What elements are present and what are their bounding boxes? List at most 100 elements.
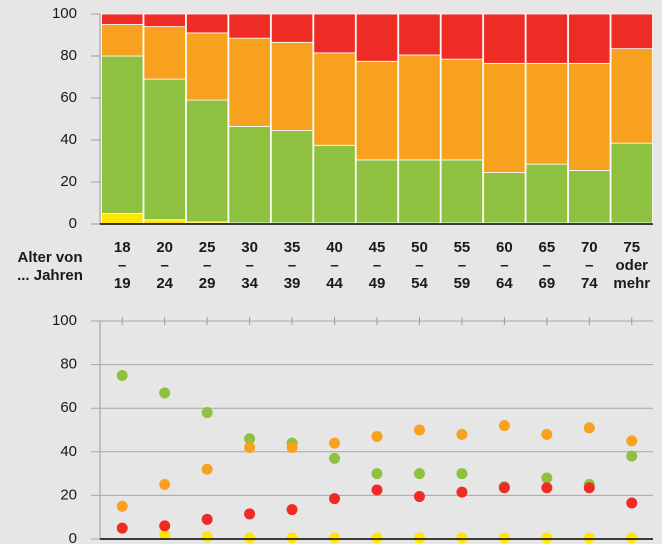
dot — [329, 437, 341, 449]
x-tick-label: 35–39 — [284, 239, 301, 292]
bar-segment — [101, 13, 144, 25]
bar-segment — [101, 24, 144, 57]
dot — [371, 484, 383, 496]
bar-segment — [313, 144, 356, 224]
y-tick-label: 80 — [60, 47, 77, 64]
dot — [626, 450, 638, 462]
dot — [286, 441, 298, 453]
y-tick-label: 40 — [60, 131, 77, 148]
dot — [116, 522, 128, 534]
dot — [456, 428, 468, 440]
dot — [286, 532, 298, 544]
bar-segment — [186, 13, 229, 34]
dot — [413, 468, 425, 480]
x-tick-label: 60–64 — [496, 239, 513, 292]
dot — [413, 424, 425, 436]
dot — [371, 468, 383, 480]
dot — [541, 482, 553, 494]
bar-segment — [398, 13, 441, 56]
dot — [626, 497, 638, 509]
dot — [456, 468, 468, 480]
y-tick-label: 60 — [60, 399, 77, 416]
dot — [583, 482, 595, 494]
x-tick-label: 45–49 — [369, 239, 386, 292]
y-tick-label: 0 — [69, 215, 77, 232]
dot — [541, 428, 553, 440]
bar-segment — [525, 62, 568, 165]
bar-segment — [483, 62, 526, 173]
x-tick-label: 18–19 — [114, 239, 131, 292]
bar-segment — [525, 13, 568, 64]
dot — [541, 472, 553, 484]
dot — [159, 529, 171, 541]
bar-segment — [568, 13, 611, 64]
dot — [498, 532, 510, 544]
bar-segment — [568, 62, 611, 171]
bar-segment — [440, 159, 484, 224]
bar-segment — [610, 48, 653, 144]
dot — [413, 490, 425, 502]
bar-segment — [313, 52, 356, 146]
bar-segment — [440, 58, 484, 161]
x-tick-label: 20–24 — [156, 239, 173, 292]
bar-segment — [355, 159, 399, 224]
x-tick-label: 65–69 — [539, 239, 556, 292]
bar-segment — [228, 37, 271, 127]
bar-segment — [568, 170, 611, 224]
bar-segment — [398, 159, 441, 224]
bar-segment — [610, 142, 653, 224]
dot — [456, 532, 468, 544]
bar-segment — [270, 41, 314, 131]
bar-segment — [355, 60, 399, 161]
dot — [201, 407, 213, 419]
x-tick-label: 25–29 — [199, 239, 216, 292]
bar-segment — [398, 54, 441, 161]
bar-segment — [270, 13, 314, 43]
bar-segment — [525, 163, 568, 224]
bar-segment — [313, 13, 356, 54]
dot — [456, 486, 468, 498]
dot — [413, 532, 425, 544]
dot — [159, 387, 171, 399]
y-tick-label: 40 — [60, 443, 77, 460]
y-tick-label: 60 — [60, 89, 77, 106]
bar-segment — [483, 13, 526, 64]
dot — [329, 532, 341, 544]
y-tick-label: 100 — [52, 312, 77, 329]
bar-segment — [228, 13, 271, 39]
bar-segment — [186, 99, 229, 223]
bar-segment — [355, 13, 399, 62]
dot — [498, 420, 510, 432]
dot — [541, 532, 553, 544]
bar-segment — [228, 125, 271, 224]
dot — [201, 513, 213, 525]
bar-segment — [101, 55, 144, 214]
x-tick-label: 75 oder mehr — [613, 239, 650, 292]
dot — [201, 463, 213, 475]
y-tick-label: 80 — [60, 356, 77, 373]
dot — [329, 452, 341, 464]
bar-segment — [101, 213, 144, 225]
x-axis-label: Alter von... Jahren — [17, 249, 83, 284]
y-tick-label: 20 — [60, 486, 77, 503]
bar-segment — [143, 26, 186, 80]
dot — [371, 431, 383, 443]
x-tick-label: 70–74 — [581, 239, 598, 292]
x-tick-label: 50–54 — [411, 239, 428, 292]
dot — [244, 441, 256, 453]
y-tick-label: 100 — [52, 5, 77, 22]
dot — [329, 493, 341, 505]
bar-segment — [143, 13, 186, 28]
dot — [116, 370, 128, 381]
bar-segment — [483, 172, 526, 224]
dot — [116, 500, 128, 512]
dot — [286, 504, 298, 516]
dot — [498, 482, 510, 494]
x-tick-label: 40–44 — [326, 239, 343, 292]
bar-segment — [610, 13, 653, 50]
bar-segment — [270, 130, 314, 224]
dot — [244, 433, 256, 445]
bar-segment — [143, 78, 186, 221]
dot — [244, 508, 256, 520]
